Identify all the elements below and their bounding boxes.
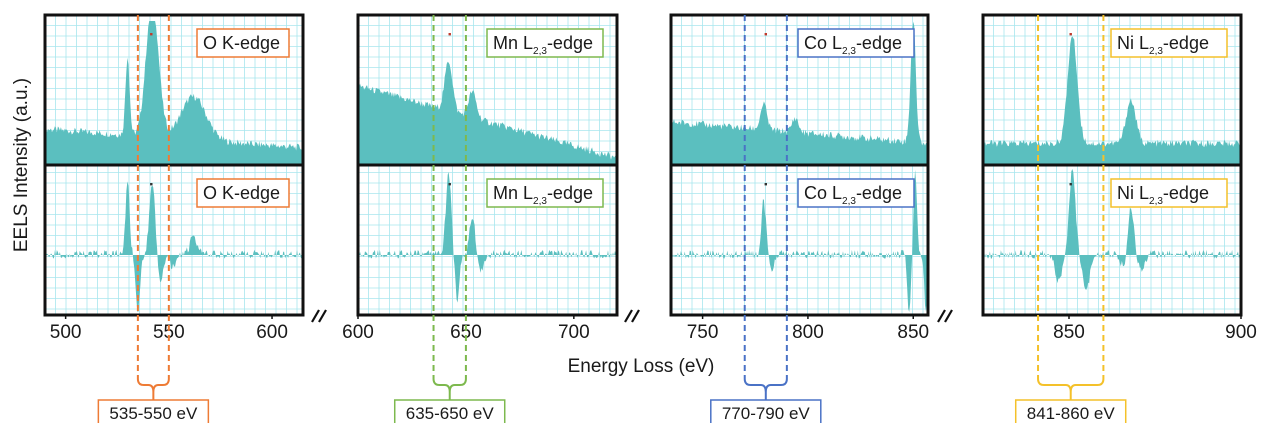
edge-label-text: Ni L (1117, 33, 1149, 53)
edge-label: Co L2,3-edge (797, 178, 915, 208)
edge-label-subscript: 2,3 (533, 196, 547, 207)
edge-label-subscript: 2,3 (1149, 46, 1163, 57)
x-tick-label: 500 (50, 322, 82, 343)
edge-label-text: Co L (804, 33, 842, 53)
peak-marker (448, 183, 451, 186)
x-tick-label: 800 (792, 322, 824, 343)
edge-label-text: Ni L (1117, 183, 1149, 203)
edge-label: Co L2,3-edge (797, 28, 915, 58)
edge-label-subscript: 2,3 (1149, 196, 1163, 207)
energy-range-label: 770-790 eV (710, 399, 822, 423)
edge-label-suffix: -edge (856, 33, 902, 53)
raw-spectrum-area (671, 21, 928, 165)
edge-label: Mn L2,3-edge (486, 28, 604, 58)
edge-label-suffix: -edge (547, 33, 593, 53)
x-tick-label: 600 (256, 322, 288, 343)
x-tick-label: 750 (687, 322, 719, 343)
svg-text:O K-edge: O K-edge (203, 183, 280, 203)
energy-range-label: 535-550 eV (97, 399, 210, 423)
raw-spectrum-area (983, 36, 1241, 166)
x-tick-label: 700 (558, 322, 590, 343)
edge-label-subscript: 2,3 (533, 46, 547, 57)
svg-text:Mn L2,3-edge: Mn L2,3-edge (493, 183, 593, 207)
edge-label: Ni L2,3-edge (1110, 178, 1228, 208)
edge-label-subscript: 2,3 (842, 196, 856, 207)
edge-label-text: Mn L (493, 183, 533, 203)
edge-label: O K-edge (196, 28, 290, 58)
x-tick-label: 900 (1225, 322, 1257, 343)
axis-break-mark (624, 309, 640, 323)
panel: O K-edge O K-edge 500 550 600 535-550 eV (43, 13, 305, 423)
x-tick-label: 850 (897, 322, 929, 343)
energy-range-marker (1037, 15, 1105, 400)
svg-text:535-550 eV: 535-550 eV (109, 404, 198, 423)
edge-label-suffix: -edge (547, 183, 593, 203)
svg-text:O K-edge: O K-edge (203, 33, 280, 53)
axis-break-mark (937, 309, 953, 323)
edge-label-text: Mn L (493, 33, 533, 53)
x-axis-label: Energy Loss (eV) (568, 356, 715, 377)
edge-label-text: Co L (804, 183, 842, 203)
y-axis-label: EELS Intensity (a.u.) (11, 78, 32, 252)
svg-text:841-860 eV: 841-860 eV (1027, 404, 1116, 423)
svg-text:Ni L2,3-edge: Ni L2,3-edge (1117, 183, 1209, 207)
energy-range-marker (136, 15, 170, 400)
svg-text:Co L2,3-edge: Co L2,3-edge (804, 183, 902, 207)
raw-spectrum-area (45, 21, 303, 165)
x-tick-label: 600 (342, 322, 374, 343)
x-tick-label: 550 (153, 322, 185, 343)
edge-label-suffix: -edge (1163, 183, 1209, 203)
peak-marker (150, 33, 153, 36)
x-tick-label: 850 (1053, 322, 1085, 343)
peak-marker (1069, 183, 1072, 186)
svg-text:770-790 eV: 770-790 eV (722, 404, 811, 423)
peak-marker (764, 183, 767, 186)
peak-marker (150, 183, 153, 186)
svg-text:Mn L2,3-edge: Mn L2,3-edge (493, 33, 593, 57)
energy-range-marker (743, 15, 788, 400)
axis-break-mark (311, 309, 327, 323)
x-tick-label: 650 (450, 322, 482, 343)
edge-label-suffix: -edge (1163, 33, 1209, 53)
edge-label: Ni L2,3-edge (1110, 28, 1228, 58)
edge-label-subscript: 2,3 (842, 46, 856, 57)
edge-label: O K-edge (196, 178, 290, 208)
svg-text:Co L2,3-edge: Co L2,3-edge (804, 33, 902, 57)
peak-marker (764, 33, 767, 36)
raw-spectrum-area (358, 61, 617, 166)
svg-text:Ni L2,3-edge: Ni L2,3-edge (1117, 33, 1209, 57)
energy-range-label: 635-650 eV (393, 399, 506, 423)
svg-text:635-650 eV: 635-650 eV (406, 404, 495, 423)
edge-label: Mn L2,3-edge (486, 178, 604, 208)
edge-label-text: O K-edge (203, 33, 280, 53)
energy-range-label: 841-860 eV (1014, 399, 1127, 423)
peak-marker (1069, 33, 1072, 36)
edge-label-text: O K-edge (203, 183, 280, 203)
peak-marker (448, 33, 451, 36)
edge-label-suffix: -edge (856, 183, 902, 203)
energy-range-marker (432, 15, 467, 400)
